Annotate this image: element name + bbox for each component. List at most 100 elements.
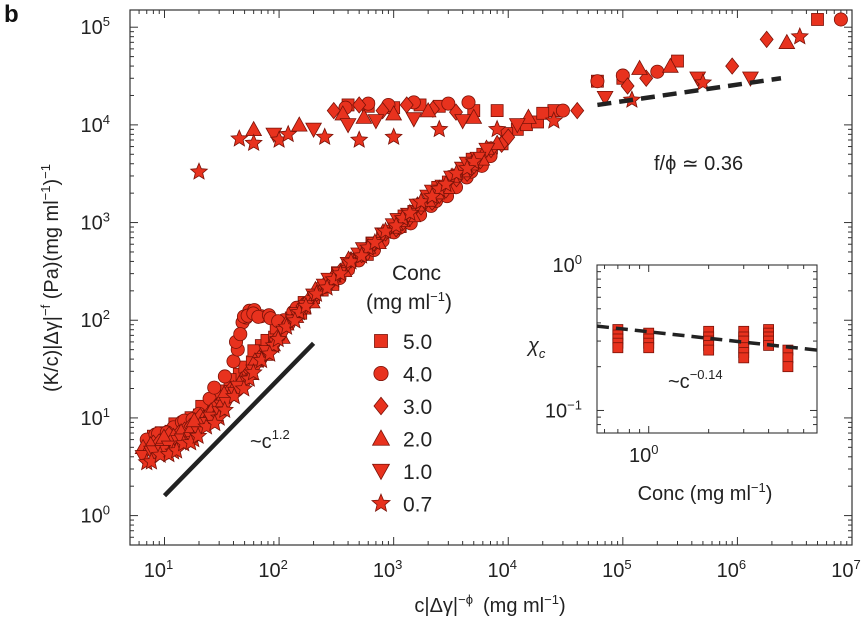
- data-point-2-0: [419, 101, 437, 118]
- legend-label-5-0: 5.0: [403, 331, 432, 354]
- x-tick-label: 105: [602, 557, 631, 582]
- main-x-label: c|Δγ|−ϕ (mg ml−1): [414, 592, 565, 617]
- legend-marker-2-0: [371, 429, 391, 446]
- data-point-3-0: [326, 101, 341, 120]
- inset-x-tick-label: 100: [629, 442, 658, 467]
- data-point-1-0: [339, 118, 357, 134]
- data-point-4-0: [650, 64, 665, 79]
- data-point-1-0: [741, 71, 759, 87]
- data-point-0-7: [268, 329, 288, 348]
- data-point-0-7: [487, 119, 507, 138]
- legend-marker-1-0: [371, 463, 391, 481]
- data-point-3-0: [375, 101, 390, 120]
- data-point-0-7: [296, 296, 316, 315]
- data-point-0-7: [457, 158, 477, 177]
- data-point-4-0: [226, 354, 241, 369]
- legend-units: (mg ml−1): [366, 289, 452, 314]
- data-point-0-7: [188, 426, 208, 445]
- x-tick-label: 102: [258, 557, 287, 582]
- data-point-3-0: [759, 30, 774, 49]
- data-point-1-0: [454, 114, 472, 130]
- data-point-2-0: [631, 59, 649, 75]
- data-point-1-0: [596, 91, 614, 107]
- legend-title: Conc: [392, 262, 441, 285]
- legend-marker-5-0: [374, 334, 388, 348]
- data-point-0-7: [317, 278, 337, 296]
- data-point-3-0: [352, 96, 367, 114]
- data-point-5-0: [536, 106, 550, 120]
- data-point-0-7: [349, 130, 369, 148]
- inset-data-point: [643, 342, 655, 354]
- main-guide-lines: [162, 76, 782, 498]
- y-tick-label: 102: [81, 307, 110, 332]
- legend-label-2-0: 2.0: [403, 429, 432, 452]
- legend: Conc (mg ml−1) 5.0 4.0 3.0 2.0 1.0 0.7: [366, 262, 452, 517]
- x-tick-label: 107: [831, 557, 860, 582]
- x-tick-label: 101: [144, 557, 173, 582]
- inset-y-tick-label: 10−1: [545, 397, 582, 422]
- data-point-0-7: [411, 192, 431, 210]
- legend-label-4-0: 4.0: [403, 364, 432, 387]
- data-point-0-7: [384, 127, 403, 145]
- data-point-4-0: [461, 95, 476, 110]
- inset-axis-ticks: [597, 264, 818, 434]
- inset-tick-labels: 100 100 10−1: [545, 252, 659, 467]
- data-point-0-7: [790, 26, 809, 45]
- data-point-0-7: [422, 186, 442, 205]
- x-tick-label: 104: [488, 557, 517, 582]
- inset-data-points: [612, 324, 794, 373]
- main-plot-frame: [129, 9, 853, 546]
- data-point-2-0: [245, 120, 263, 136]
- inset-fit-label: ~c−0.14: [668, 367, 723, 393]
- data-point-1-0: [305, 122, 323, 138]
- y-tick-label: 101: [81, 405, 110, 430]
- data-point-0-7: [285, 311, 305, 329]
- x-tick-label: 103: [373, 557, 402, 582]
- data-point-4-0: [441, 96, 456, 111]
- main-axis-ticks: [129, 10, 853, 546]
- legend-label-0-7: 0.7: [403, 494, 432, 517]
- exponent-ratio-label: f/ϕ ≃ 0.36: [654, 153, 743, 175]
- data-point-1-0: [367, 114, 385, 130]
- data-point-0-7: [386, 216, 406, 234]
- data-point-4-0: [217, 369, 232, 384]
- data-point-1-0: [508, 118, 526, 134]
- y-tick-label: 100: [81, 503, 110, 528]
- inset-x-label: Conc (mg ml−1): [638, 480, 773, 505]
- data-point-0-7: [331, 264, 350, 282]
- inset-data-point: [703, 344, 715, 356]
- legend-label-1-0: 1.0: [403, 461, 432, 484]
- data-point-2-0: [385, 105, 403, 121]
- y-tick-label: 105: [81, 14, 110, 39]
- main-y-label: (K/c)|Δγ|−f (Pa)(mg ml−1)−1: [38, 164, 63, 392]
- main-tick-labels: 101 102 103 104 105 106 107 100 101 102 103 104 105: [81, 14, 861, 582]
- data-point-4-0: [233, 327, 248, 342]
- data-point-4-0: [207, 380, 222, 395]
- data-point-0-7: [430, 119, 449, 138]
- inset-data-point: [612, 342, 624, 354]
- data-point-0-7: [189, 162, 209, 180]
- data-point-2-0: [778, 33, 796, 49]
- data-point-1-0: [478, 142, 496, 159]
- data-point-0-7: [234, 379, 254, 397]
- data-point-0-7: [278, 124, 298, 143]
- slope-label: ~c1.2: [250, 427, 290, 453]
- main-data-points: [134, 12, 848, 471]
- data-point-0-7: [244, 133, 263, 152]
- data-point-3-0: [570, 101, 585, 120]
- data-point-2-0: [290, 116, 308, 132]
- panel-label: b: [4, 1, 19, 28]
- inset-y-label: χc: [526, 335, 546, 361]
- data-point-0-7: [260, 344, 279, 362]
- legend-label-3-0: 3.0: [403, 396, 432, 419]
- y-tick-label: 103: [81, 210, 110, 235]
- data-point-0-7: [315, 127, 334, 145]
- data-point-1-0: [405, 112, 423, 128]
- inset-data-point: [782, 361, 794, 373]
- data-point-2-0: [355, 108, 373, 124]
- legend-marker-3-0: [373, 396, 389, 416]
- data-point-0-7: [365, 232, 385, 251]
- data-point-4-0: [590, 74, 605, 89]
- data-point-0-7: [205, 413, 225, 432]
